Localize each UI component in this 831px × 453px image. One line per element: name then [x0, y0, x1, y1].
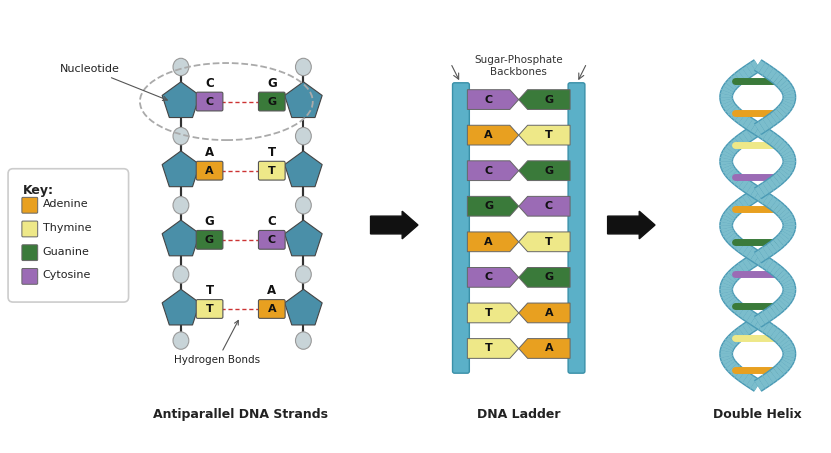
- Text: G: G: [544, 272, 553, 282]
- Ellipse shape: [173, 332, 189, 349]
- FancyBboxPatch shape: [196, 299, 223, 318]
- Polygon shape: [519, 161, 570, 181]
- Ellipse shape: [296, 332, 312, 349]
- Ellipse shape: [296, 58, 312, 76]
- FancyArrow shape: [371, 211, 418, 239]
- Text: Hydrogen Bonds: Hydrogen Bonds: [175, 320, 261, 365]
- Text: C: C: [484, 166, 493, 176]
- Text: G: G: [204, 215, 214, 228]
- Text: Cytosine: Cytosine: [42, 270, 91, 280]
- Text: C: C: [268, 215, 276, 228]
- FancyBboxPatch shape: [22, 269, 37, 284]
- Text: Sugar-Phosphate
Backbones: Sugar-Phosphate Backbones: [475, 55, 563, 77]
- Polygon shape: [467, 161, 519, 181]
- Text: G: G: [268, 96, 277, 106]
- Text: A: A: [484, 237, 493, 247]
- Text: Adenine: Adenine: [42, 199, 88, 209]
- Text: G: G: [267, 77, 277, 90]
- Text: A: A: [544, 343, 553, 353]
- Polygon shape: [284, 82, 322, 117]
- Polygon shape: [519, 196, 570, 216]
- Text: C: C: [484, 95, 493, 105]
- Polygon shape: [162, 82, 199, 117]
- Polygon shape: [284, 220, 322, 256]
- Polygon shape: [467, 338, 519, 358]
- Text: T: T: [206, 304, 214, 314]
- Ellipse shape: [173, 197, 189, 214]
- FancyBboxPatch shape: [258, 231, 285, 249]
- Text: A: A: [205, 146, 214, 159]
- FancyBboxPatch shape: [568, 83, 585, 373]
- Polygon shape: [519, 232, 570, 252]
- Text: A: A: [484, 130, 493, 140]
- Ellipse shape: [173, 266, 189, 283]
- Text: A: A: [268, 284, 277, 297]
- Polygon shape: [519, 303, 570, 323]
- Polygon shape: [467, 125, 519, 145]
- Polygon shape: [162, 151, 199, 187]
- Text: G: G: [484, 201, 493, 211]
- Polygon shape: [162, 220, 199, 256]
- Text: T: T: [268, 146, 276, 159]
- Text: C: C: [484, 272, 493, 282]
- Text: T: T: [205, 284, 214, 297]
- FancyBboxPatch shape: [22, 245, 37, 260]
- Text: Antiparallel DNA Strands: Antiparallel DNA Strands: [153, 408, 327, 420]
- Text: DNA Ladder: DNA Ladder: [477, 408, 560, 420]
- Text: Nucleotide: Nucleotide: [60, 64, 167, 101]
- Polygon shape: [519, 125, 570, 145]
- Polygon shape: [284, 151, 322, 187]
- FancyBboxPatch shape: [258, 161, 285, 180]
- Polygon shape: [467, 267, 519, 287]
- Ellipse shape: [296, 127, 312, 145]
- Text: A: A: [544, 308, 553, 318]
- Polygon shape: [519, 267, 570, 287]
- Text: T: T: [545, 237, 553, 247]
- Polygon shape: [467, 90, 519, 110]
- FancyBboxPatch shape: [8, 169, 129, 302]
- Polygon shape: [162, 289, 199, 325]
- Text: C: C: [545, 201, 553, 211]
- FancyBboxPatch shape: [22, 221, 37, 237]
- Text: T: T: [268, 166, 276, 176]
- FancyArrow shape: [607, 211, 655, 239]
- Text: A: A: [268, 304, 276, 314]
- Text: Guanine: Guanine: [42, 247, 90, 257]
- Text: A: A: [205, 166, 214, 176]
- Polygon shape: [519, 90, 570, 110]
- FancyBboxPatch shape: [258, 299, 285, 318]
- Text: C: C: [205, 77, 214, 90]
- FancyBboxPatch shape: [258, 92, 285, 111]
- FancyBboxPatch shape: [196, 161, 223, 180]
- Ellipse shape: [296, 197, 312, 214]
- Polygon shape: [284, 289, 322, 325]
- Text: G: G: [544, 166, 553, 176]
- Text: C: C: [268, 235, 276, 245]
- FancyBboxPatch shape: [196, 231, 223, 249]
- Text: G: G: [544, 95, 553, 105]
- Text: Thymine: Thymine: [42, 223, 91, 233]
- FancyBboxPatch shape: [196, 92, 223, 111]
- Text: T: T: [484, 343, 493, 353]
- FancyBboxPatch shape: [22, 198, 37, 213]
- Text: T: T: [545, 130, 553, 140]
- Ellipse shape: [173, 127, 189, 145]
- FancyBboxPatch shape: [453, 83, 470, 373]
- Polygon shape: [519, 338, 570, 358]
- Ellipse shape: [173, 58, 189, 76]
- Text: C: C: [205, 96, 214, 106]
- Text: Double Helix: Double Helix: [713, 408, 802, 420]
- Ellipse shape: [296, 266, 312, 283]
- Text: T: T: [484, 308, 493, 318]
- Text: G: G: [205, 235, 214, 245]
- Polygon shape: [467, 232, 519, 252]
- Text: Key:: Key:: [23, 183, 54, 197]
- Polygon shape: [467, 196, 519, 216]
- Polygon shape: [467, 303, 519, 323]
